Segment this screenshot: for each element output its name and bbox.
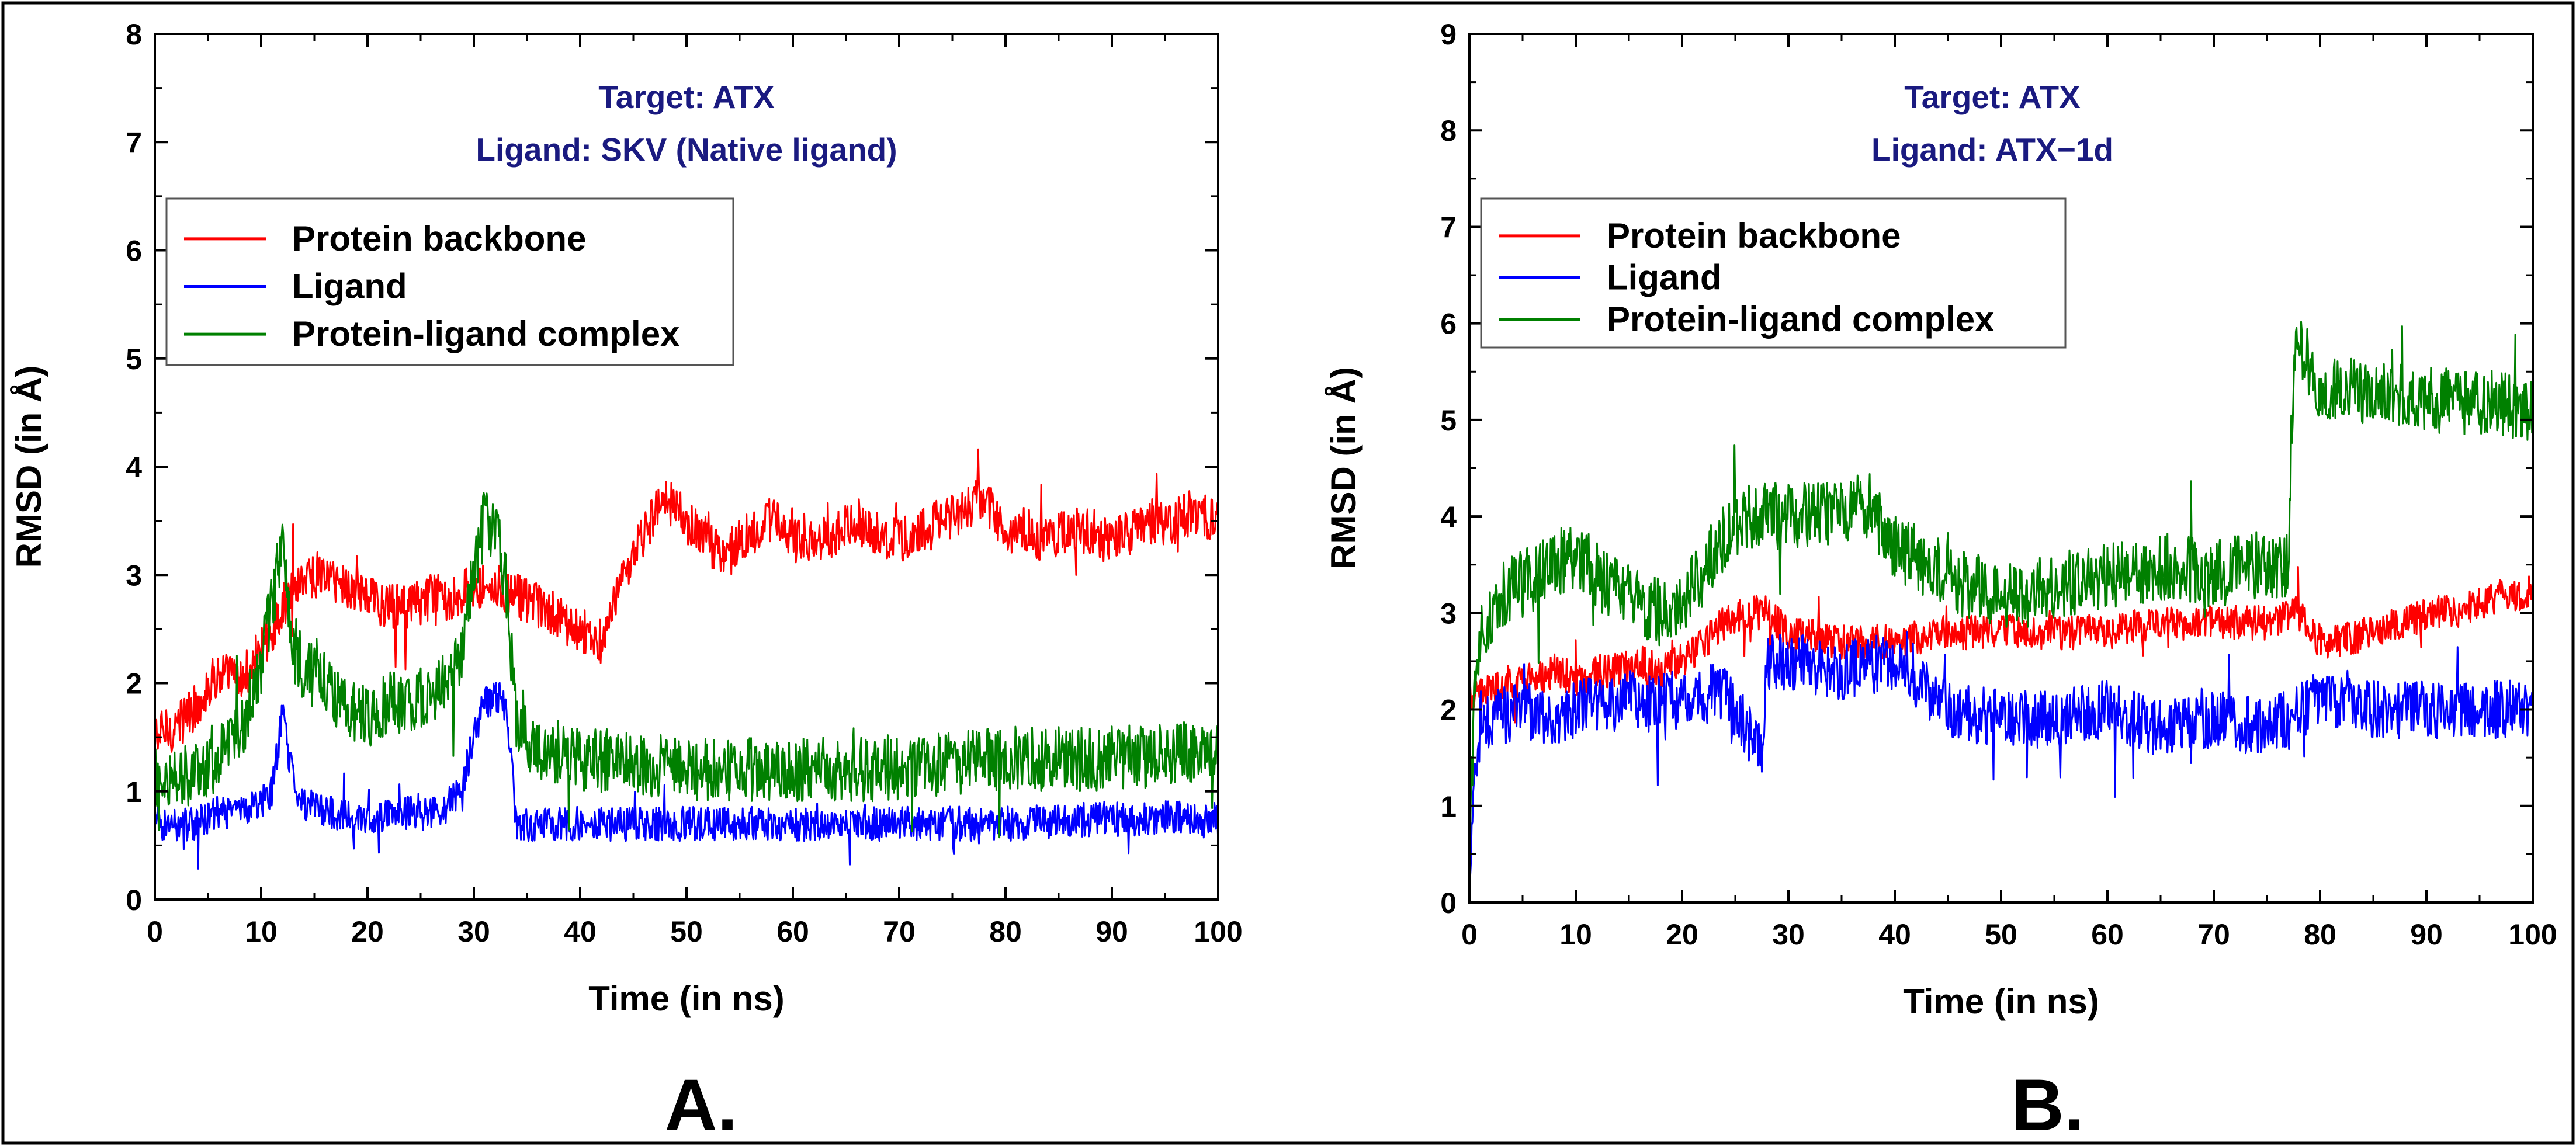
x-axis-label: Time (in ns) xyxy=(588,979,785,1018)
panel-title-line: Ligand: SKV (Native ligand) xyxy=(476,131,897,168)
panel-b: 0 10 20 30 40 50 60 70 80 90 100 0 1 2 3 4 5 6 7 8 9 Time (in… xyxy=(1324,18,2557,1146)
y-tick-label: 2 xyxy=(126,668,142,700)
legend-label: Protein backbone xyxy=(1607,216,1901,255)
series-line-protein-ligand-complex xyxy=(155,492,1218,839)
panel-letter: A. xyxy=(665,1065,738,1146)
x-tick-label: 90 xyxy=(1095,915,1128,948)
x-tick-label: 50 xyxy=(670,915,703,948)
y-tick-label: 0 xyxy=(1440,887,1457,919)
x-tick-label: 0 xyxy=(147,915,163,948)
legend: Protein backbone Ligand Protein-ligand com… xyxy=(165,197,734,366)
x-tick-label: 40 xyxy=(564,915,597,948)
series-group xyxy=(155,448,1218,870)
x-tick-label: 20 xyxy=(1666,918,1698,951)
x-tick-label: 60 xyxy=(776,915,809,948)
legend-label: Protein-ligand complex xyxy=(292,314,679,353)
panel-a: 0 10 20 30 40 50 60 70 80 90 100 0 1 2 3 4 5 6 7 8 Time (in … xyxy=(9,18,1243,1146)
series-line-protein-backbone xyxy=(1469,566,2533,724)
series-line-ligand xyxy=(155,682,1218,870)
series-line-protein-backbone xyxy=(155,448,1218,753)
panel-title-line: Target: ATX xyxy=(1904,79,2081,115)
y-tick-label: 5 xyxy=(1440,404,1457,437)
y-tick-label: 9 xyxy=(1440,18,1457,51)
y-tick-label: 8 xyxy=(1440,114,1457,147)
y-tick-label: 4 xyxy=(1440,501,1457,533)
legend-label: Protein-ligand complex xyxy=(1607,300,1994,339)
y-tick-label: 6 xyxy=(126,235,142,268)
legend-box xyxy=(165,197,734,366)
legend-box xyxy=(1480,197,2067,349)
x-tick-label: 70 xyxy=(883,915,916,948)
x-tick-label: 50 xyxy=(1985,918,2017,951)
y-tick-label: 5 xyxy=(126,343,142,376)
y-tick-label: 2 xyxy=(1440,694,1457,727)
y-tick-label: 7 xyxy=(126,126,142,159)
x-tick-label: 80 xyxy=(989,915,1022,948)
series-group xyxy=(1469,321,2533,878)
panel-title-line: Ligand: ATX−1d xyxy=(1871,131,2113,168)
legend-label: Ligand xyxy=(292,267,407,306)
x-tick-label: 70 xyxy=(2197,918,2230,951)
x-tick-label: 10 xyxy=(1559,918,1592,951)
y-tick-label: 7 xyxy=(1440,211,1457,244)
x-tick-label: 30 xyxy=(457,915,490,948)
y-tick-label: 4 xyxy=(126,451,142,484)
y-tick-label: 6 xyxy=(1440,308,1457,341)
x-tick-label: 60 xyxy=(2091,918,2124,951)
x-tick-label: 100 xyxy=(1194,915,1242,948)
y-axis-label: RMSD (in Å) xyxy=(9,366,48,568)
x-tick-label: 40 xyxy=(1878,918,1911,951)
y-tick-label: 3 xyxy=(126,559,142,592)
y-tick-label: 1 xyxy=(126,776,142,808)
x-tick-label: 30 xyxy=(1772,918,1805,951)
x-tick-label: 10 xyxy=(245,915,278,948)
x-axis-label: Time (in ns) xyxy=(1903,982,2099,1021)
series-line-ligand xyxy=(1469,631,2533,878)
legend-label: Protein backbone xyxy=(292,219,586,258)
panel-title-line: Target: ATX xyxy=(598,79,775,115)
x-tick-label: 90 xyxy=(2410,918,2443,951)
panel-letter: B. xyxy=(2012,1065,2085,1146)
x-tick-label: 20 xyxy=(351,915,384,948)
legend-label: Ligand xyxy=(1607,258,1722,297)
y-tick-label: 8 xyxy=(126,18,142,51)
x-tick-label: 100 xyxy=(2508,918,2557,951)
x-tick-label: 80 xyxy=(2304,918,2336,951)
y-tick-label: 1 xyxy=(1440,790,1457,823)
y-axis-label: RMSD (in Å) xyxy=(1324,367,1363,569)
series-line-protein-ligand-complex xyxy=(1469,321,2533,852)
x-tick-label: 0 xyxy=(1461,918,1478,951)
y-tick-label: 3 xyxy=(1440,597,1457,630)
y-tick-label: 0 xyxy=(126,884,142,916)
